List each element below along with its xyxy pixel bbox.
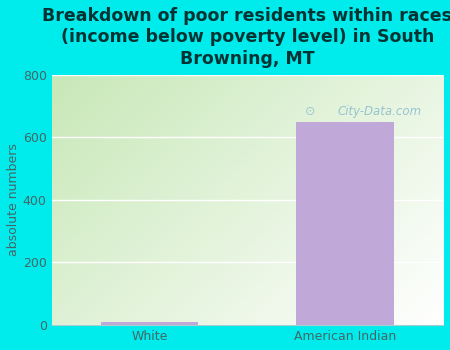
Y-axis label: absolute numbers: absolute numbers [7,144,20,256]
Text: ⊙: ⊙ [305,105,315,118]
Bar [296,122,394,324]
Title: Breakdown of poor residents within races
(income below poverty level) in South
B: Breakdown of poor residents within races… [42,7,450,68]
Bar [100,322,198,324]
Text: City-Data.com: City-Data.com [338,105,422,118]
